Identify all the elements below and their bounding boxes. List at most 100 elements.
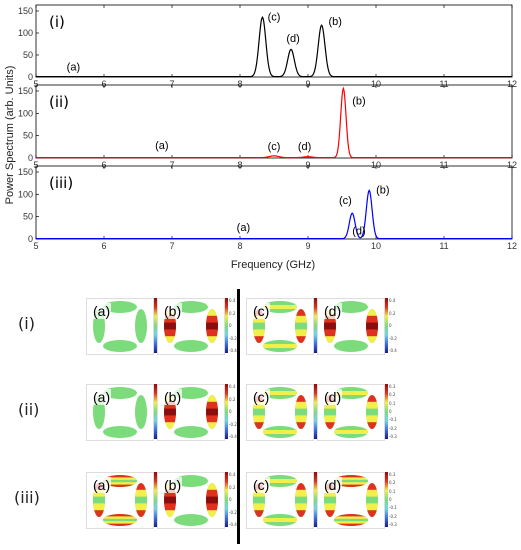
x-tick-label: 11 bbox=[439, 241, 448, 251]
panel-label: (ii) bbox=[49, 93, 69, 111]
amplitude-band bbox=[295, 309, 307, 317]
amplitude-band bbox=[103, 516, 137, 520]
colorbar-tick: -0.1 bbox=[389, 417, 397, 423]
colorbar-tick: -0.4 bbox=[229, 522, 237, 527]
peak-annotation: (b) bbox=[352, 95, 365, 107]
amplitude-band bbox=[253, 510, 265, 517]
y-axis-label: Power Spectrum (arb. Units) bbox=[4, 66, 16, 205]
amplitude-band bbox=[103, 518, 137, 522]
colorbar-tick: 0 bbox=[389, 497, 392, 502]
x-tick-label: 8 bbox=[237, 160, 242, 170]
peak-annotation: (d) bbox=[286, 33, 299, 45]
mode-profile-map: (d) bbox=[317, 384, 385, 441]
nanoelement bbox=[174, 340, 208, 352]
mode-tag: (d) bbox=[323, 477, 343, 493]
peak-annotation: (b) bbox=[376, 184, 389, 196]
mode-profile-map: (a) bbox=[86, 384, 154, 441]
colorbar-tick: 0 bbox=[229, 323, 232, 328]
y-tick-label: 150 bbox=[18, 86, 33, 96]
colorbar-tick: 0.3 bbox=[389, 472, 396, 477]
amplitude-band bbox=[263, 514, 297, 519]
mode-profile-map: (d) bbox=[317, 298, 385, 355]
mode-profile-map: (a) bbox=[86, 472, 154, 529]
mode-row-label: (ii) bbox=[18, 400, 40, 419]
peak-annotation: (a) bbox=[155, 140, 168, 152]
y-tick-label: 50 bbox=[23, 212, 33, 222]
colorbar-tick: 0 bbox=[389, 323, 392, 328]
nanoelement bbox=[103, 426, 137, 438]
amplitude-band bbox=[263, 434, 297, 438]
amplitude-band bbox=[206, 422, 218, 429]
colorbar-tick: 0.2 bbox=[389, 392, 396, 398]
mode-tag: (b) bbox=[163, 303, 183, 319]
colorbar bbox=[225, 384, 228, 439]
colorbar-tick: 0.2 bbox=[229, 310, 236, 316]
colorbar-tick: 0.4 bbox=[229, 384, 236, 389]
panel-frame bbox=[35, 84, 513, 159]
amplitude-band bbox=[334, 434, 368, 438]
x-tick-label: 8 bbox=[237, 79, 242, 89]
x-tick-label: 8 bbox=[237, 241, 242, 251]
amplitude-band bbox=[164, 322, 176, 330]
x-tick-label: 5 bbox=[33, 160, 38, 170]
colorbar-tick: 0 bbox=[229, 497, 232, 502]
colorbar-tick: 0 bbox=[389, 409, 392, 414]
group-divider bbox=[237, 289, 240, 544]
mode-tag: (b) bbox=[163, 389, 183, 405]
amplitude-band bbox=[263, 305, 297, 310]
amplitude-band bbox=[324, 496, 336, 504]
colorbar-tick: 0.4 bbox=[389, 298, 396, 303]
colorbar-tick: -0.1 bbox=[389, 505, 397, 511]
amplitude-band bbox=[135, 489, 147, 498]
nanoelement bbox=[135, 395, 147, 429]
amplitude-band bbox=[295, 510, 307, 517]
mode-tag: (a) bbox=[92, 389, 112, 405]
amplitude-band bbox=[324, 315, 336, 324]
series-line-1 bbox=[36, 16, 512, 78]
amplitude-band bbox=[103, 482, 137, 486]
colorbar-tick: -0.2 bbox=[229, 335, 237, 341]
amplitude-band bbox=[164, 422, 176, 429]
amplitude-band bbox=[263, 395, 297, 399]
colorbar-tick: 0.1 bbox=[389, 488, 396, 494]
amplitude-band bbox=[164, 489, 176, 498]
colorbar bbox=[154, 472, 157, 527]
colorbar bbox=[225, 472, 228, 527]
amplitude-band bbox=[263, 518, 297, 523]
y-tick-label: 0 bbox=[28, 72, 33, 82]
amplitude-band bbox=[253, 415, 265, 423]
amplitude-band bbox=[103, 484, 137, 487]
amplitude-band bbox=[135, 496, 147, 504]
x-axis-label: Frequency (GHz) bbox=[231, 259, 315, 271]
amplitude-band bbox=[103, 477, 137, 481]
colorbar-tick: -0.2 bbox=[389, 335, 397, 341]
amplitude-band bbox=[164, 401, 176, 410]
peak-annotation: (d) bbox=[298, 141, 311, 153]
amplitude-band bbox=[103, 479, 137, 483]
amplitude-band bbox=[366, 336, 378, 343]
mode-tag: (c) bbox=[252, 389, 271, 405]
amplitude-band bbox=[263, 475, 297, 480]
panel-label: (i) bbox=[49, 13, 65, 31]
amplitude-band bbox=[253, 401, 265, 410]
amplitude-band bbox=[295, 401, 307, 410]
x-tick-label: 5 bbox=[33, 241, 38, 251]
amplitude-band bbox=[295, 315, 307, 324]
amplitude-band bbox=[103, 521, 137, 525]
amplitude-band bbox=[253, 322, 265, 330]
amplitude-band bbox=[253, 315, 265, 324]
colorbar bbox=[314, 472, 317, 527]
amplitude-band bbox=[93, 496, 105, 504]
amplitude-band bbox=[366, 415, 378, 423]
x-tick-label: 10 bbox=[371, 160, 381, 170]
amplitude-band bbox=[253, 489, 265, 498]
peak-annotation: (a) bbox=[67, 61, 80, 73]
colorbar-tick: -0.4 bbox=[229, 348, 237, 353]
amplitude-band bbox=[93, 503, 105, 511]
amplitude-band bbox=[135, 483, 147, 491]
amplitude-band bbox=[366, 329, 378, 337]
series-line-3 bbox=[36, 189, 512, 240]
amplitude-band bbox=[324, 510, 336, 517]
amplitude-band bbox=[324, 329, 336, 337]
x-tick-label: 11 bbox=[439, 79, 448, 89]
